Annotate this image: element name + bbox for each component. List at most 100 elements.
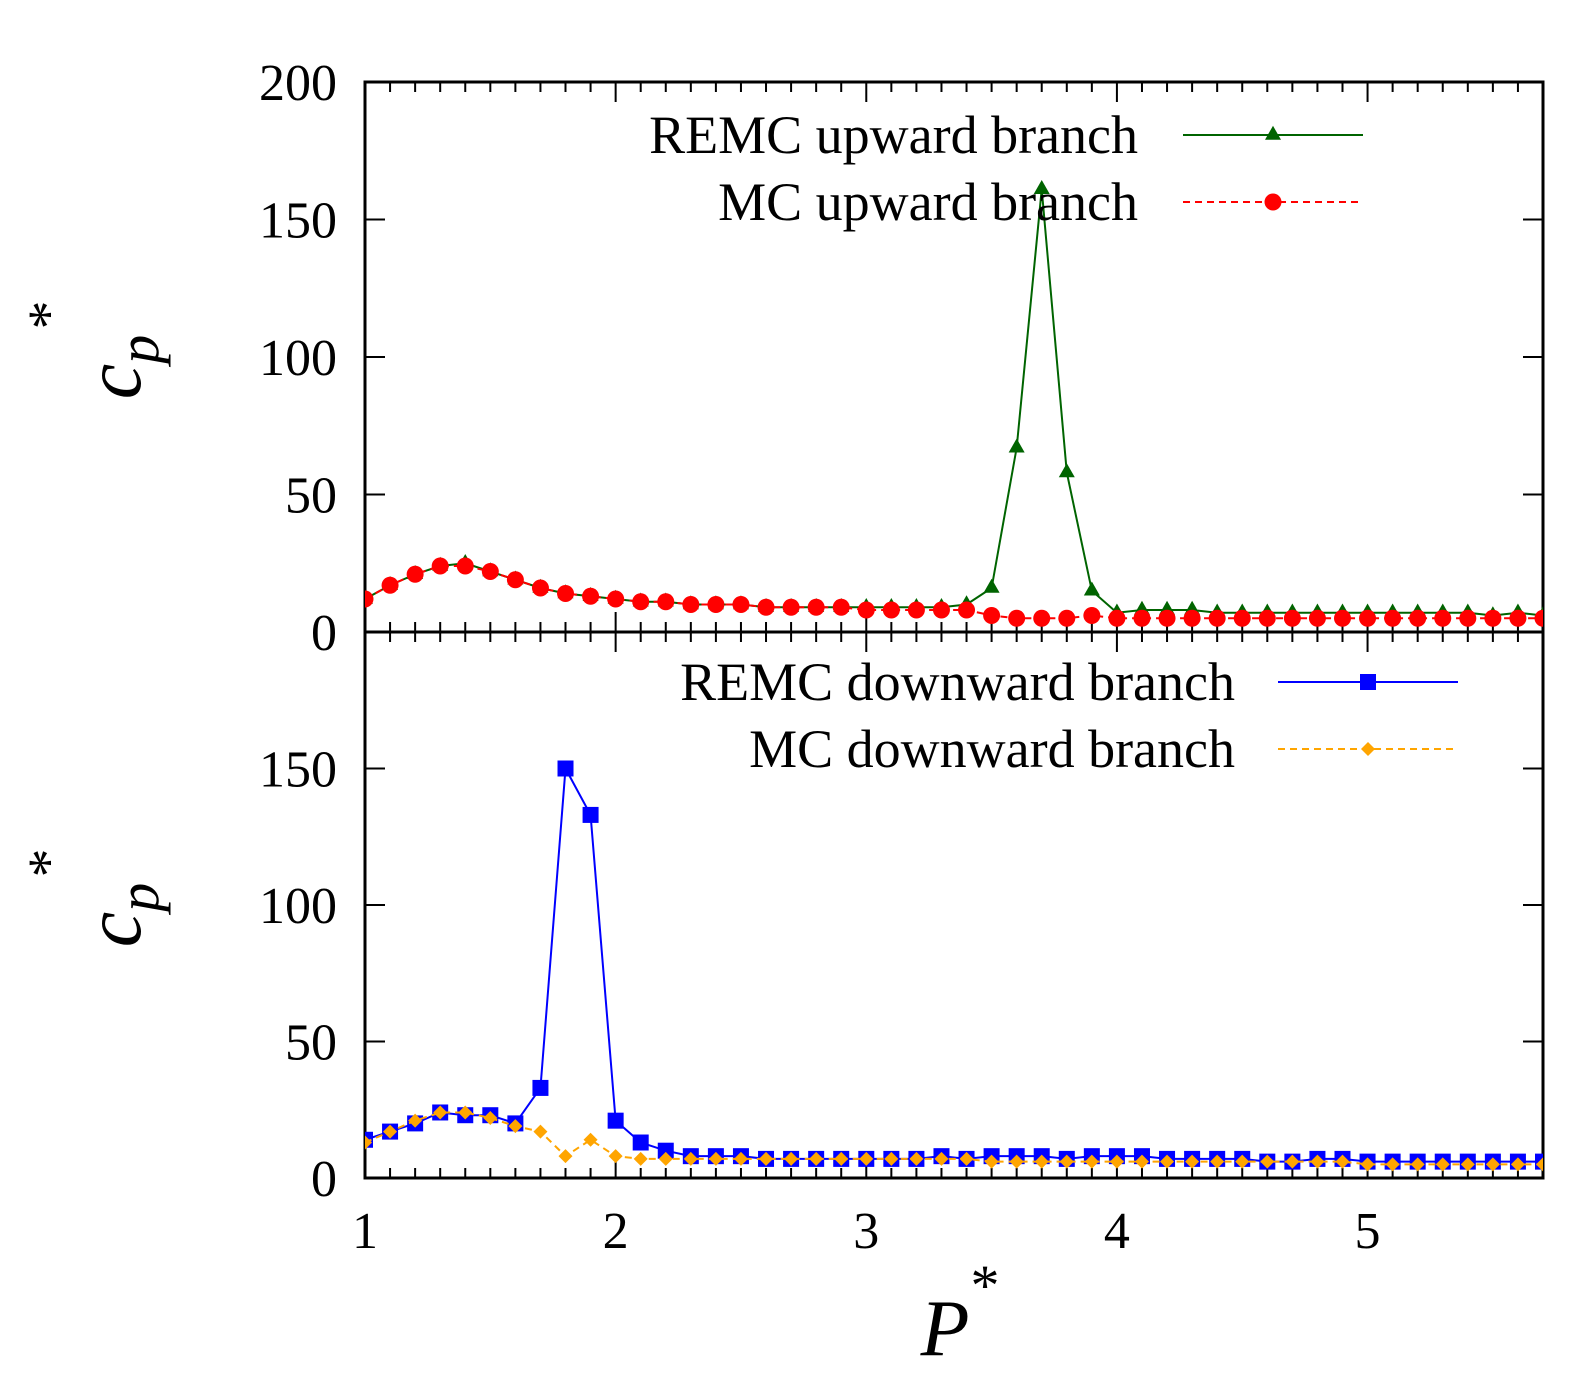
legend-label: REMC downward branch [680, 652, 1235, 712]
data-point [907, 601, 925, 619]
data-point [859, 1151, 874, 1166]
data-point [408, 1113, 423, 1128]
legend-label: REMC upward branch [649, 105, 1138, 165]
data-point [557, 760, 574, 777]
data-point [508, 1119, 523, 1134]
data-point [1509, 609, 1527, 627]
y-axis-label-base: c [70, 364, 158, 400]
data-point [683, 1151, 698, 1166]
data-point [1158, 609, 1176, 627]
data-point [1308, 609, 1326, 627]
data-point [834, 1151, 849, 1166]
data-point [531, 579, 549, 597]
series-line [365, 765, 1543, 1163]
data-point [658, 1151, 673, 1166]
y-tick-label: 150 [259, 193, 337, 250]
data-point [1510, 1157, 1525, 1172]
data-point [1235, 1154, 1250, 1169]
data-point [983, 578, 1000, 593]
data-point [1260, 1154, 1275, 1169]
data-point [431, 557, 449, 575]
legend-label: MC downward branch [749, 719, 1235, 779]
y-tick-label: 0 [311, 1151, 337, 1208]
data-point [1108, 609, 1126, 627]
data-point [707, 596, 725, 613]
data-point [1385, 1157, 1400, 1172]
data-point [583, 1132, 598, 1147]
data-point [1484, 609, 1502, 627]
data-point [1360, 1157, 1375, 1172]
data-point [1083, 607, 1101, 624]
data-point [1459, 609, 1477, 627]
data-point [458, 1105, 473, 1120]
data-point [708, 1151, 723, 1166]
data-point [632, 1134, 649, 1151]
data-point [1233, 609, 1251, 627]
data-point [784, 1151, 799, 1166]
panel-top: 0 50 100 150 200 cp * REMC upward branch MC upwa… [16, 55, 1545, 662]
data-point [1034, 1154, 1049, 1169]
data-point [1059, 1154, 1074, 1169]
x-tick-label: 1 [352, 1203, 378, 1260]
data-point [1058, 609, 1076, 627]
plot-frame-bottom [363, 630, 1545, 1180]
x-axis-label-sup: * [971, 1253, 1000, 1318]
data-point [1185, 1154, 1200, 1169]
data-point [958, 601, 976, 619]
series-line [365, 189, 1543, 617]
data-point [582, 587, 600, 605]
data-point [983, 607, 1001, 624]
data-point [1134, 1154, 1149, 1169]
data-point [456, 557, 474, 575]
legend-marker [1361, 742, 1375, 756]
data-point [557, 585, 575, 602]
data-point [657, 593, 675, 611]
data-point [782, 598, 800, 616]
data-point [1083, 581, 1100, 596]
data-point [1283, 609, 1301, 627]
legend-marker [1265, 125, 1281, 140]
data-point [984, 1154, 999, 1169]
data-point [1536, 1157, 1543, 1172]
x-tick-label: 5 [1355, 1203, 1381, 1260]
data-point [365, 1135, 372, 1150]
data-point [481, 563, 499, 580]
y-axis-label-sup: * [16, 301, 81, 330]
data-point [909, 1151, 924, 1166]
y-tick-label: 50 [285, 1015, 337, 1072]
data-point [558, 1149, 573, 1164]
data-point [1084, 1154, 1099, 1169]
y-axis-label-sub: p [106, 335, 171, 368]
data-point [959, 1151, 974, 1166]
data-point [682, 596, 700, 613]
data-point [608, 1149, 623, 1164]
data-point [1434, 609, 1452, 627]
data-point [732, 596, 750, 613]
data-point [934, 1151, 949, 1166]
y-axis-label-sup: * [16, 849, 81, 878]
data-point [381, 576, 399, 594]
y-axis-label-sub: p [106, 883, 171, 916]
data-point [533, 1124, 548, 1139]
data-point [1435, 1157, 1450, 1172]
data-point [1485, 1157, 1500, 1172]
series-mc-upward-branch [365, 557, 1543, 627]
data-point [1109, 1154, 1124, 1169]
series-mc-downward-branch [365, 1105, 1543, 1172]
data-point [1160, 1154, 1175, 1169]
data-point [733, 1151, 748, 1166]
data-point [532, 1079, 549, 1096]
x-tick-label: 2 [603, 1203, 629, 1260]
data-point [1208, 609, 1226, 627]
data-point [1310, 1154, 1325, 1169]
data-point [1359, 609, 1377, 627]
data-point [1058, 463, 1075, 478]
y-tick-label: 100 [259, 878, 337, 935]
data-point [406, 565, 424, 583]
data-point [1285, 1154, 1300, 1169]
y-axis-label-base: c [70, 912, 158, 948]
panel-bottom: 0 50 100 150 1 2 3 4 5 cp * REMC downward branch MC … [16, 630, 1545, 1373]
data-point [1210, 1154, 1225, 1169]
legend-label: MC upward branch [718, 172, 1138, 232]
